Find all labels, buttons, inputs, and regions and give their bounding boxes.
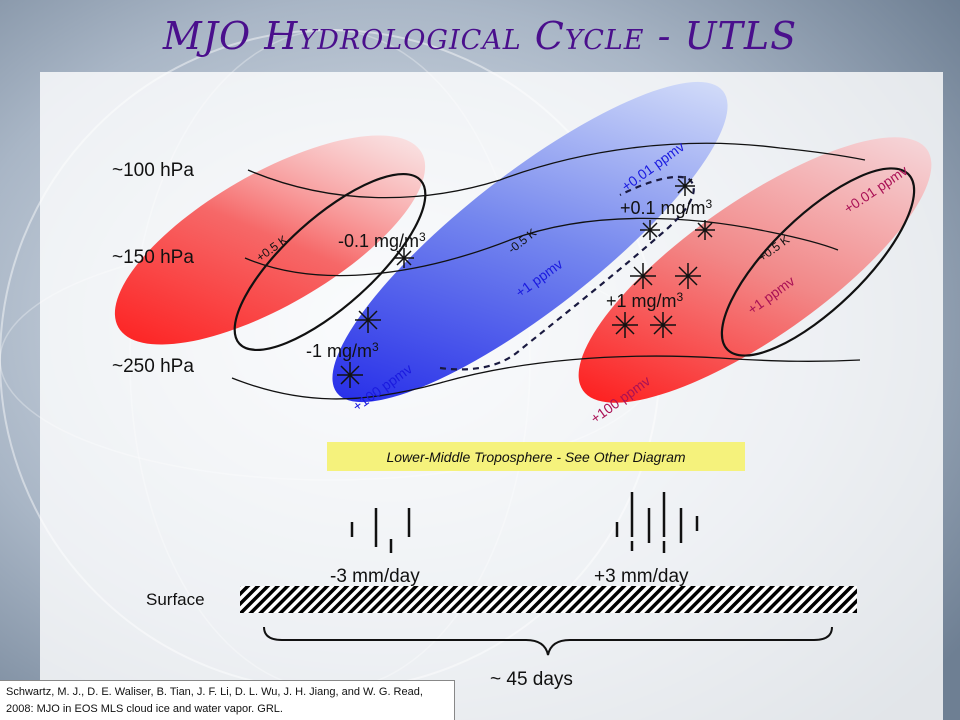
pressure-line-250 [231,355,861,400]
ice-crystal-icon [675,263,701,289]
rain-right-label: +3 mm/day [594,566,689,587]
citation: Schwartz, M. J., D. E. Waliser, B. Tian,… [0,680,455,720]
lower-troposphere-banner: Lower-Middle Troposphere - See Other Dia… [327,442,745,471]
rain-bars-right [615,492,699,553]
surface-hatch [240,586,857,613]
surface-label: Surface [146,590,205,609]
ice-crystal-icon [337,362,363,388]
left-warm-anomaly [114,135,426,345]
ice-crystal-icon [640,220,660,240]
blue-cool-anomaly [332,81,728,403]
pressure-label-100: ~100 hPa [112,160,194,181]
ice-crystal-icon [650,312,676,338]
ice-crystal-icon [630,263,656,289]
right-ice-loop [720,167,916,357]
ice-crystal-icon [612,312,638,338]
ice-crystal-icon [675,176,695,196]
period-brace [263,626,833,656]
rain-bars-left [350,508,411,553]
pressure-line-100 [247,142,866,199]
rain-left-label: -3 mm/day [330,566,420,587]
pressure-label-250: ~250 hPa [112,356,194,377]
left-ice-upper-label: -0.1 mg/m3 [338,230,426,251]
pressure-line-150 [244,217,839,277]
page-title: MJO Hydrological Cycle - UTLS [162,14,798,58]
ice-crystal-icon [355,307,381,333]
ice-crystal-icon [394,248,414,268]
right-ice-lower-label: +1 mg/m3 [606,290,684,311]
left-ice-loop [233,172,427,352]
pressure-label-150: ~150 hPa [112,247,194,268]
left-ice-lower-label: -1 mg/m3 [306,340,379,361]
right-warm-anomaly [578,137,932,403]
right-ice-upper-label: +0.1 mg/m3 [620,197,713,218]
center-dashed-loop [439,175,695,371]
period-label: ~ 45 days [490,669,573,690]
ice-crystal-icon [695,220,715,240]
